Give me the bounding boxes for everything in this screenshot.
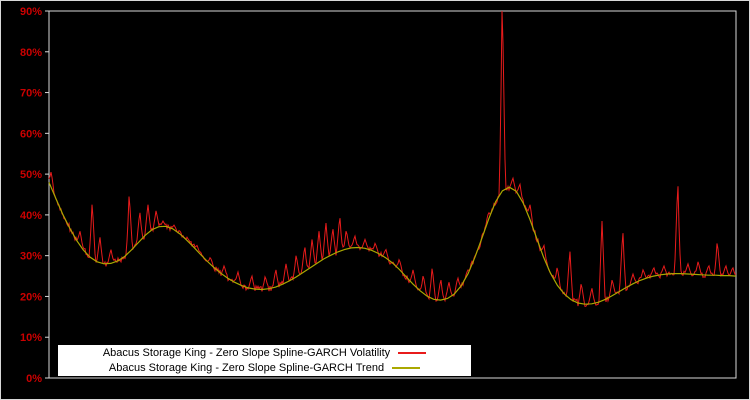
y-tick-label: 90% xyxy=(20,6,42,18)
legend-line-volatility-sample xyxy=(398,352,427,354)
legend-row-volatility: Abacus Storage King - Zero Slope Spline-… xyxy=(58,346,471,361)
y-tick-label: 70% xyxy=(20,88,42,100)
legend-label-trend: Abacus Storage King - Zero Slope Spline-… xyxy=(108,362,385,374)
legend-line-trend-sample xyxy=(392,367,421,369)
y-tick-label: 40% xyxy=(20,210,42,222)
y-tick-label: 80% xyxy=(20,47,42,59)
y-tick-label: 10% xyxy=(20,332,42,344)
volatility-series-line xyxy=(48,10,737,307)
y-tick-label: 0% xyxy=(26,373,42,385)
legend-label-volatility: Abacus Storage King - Zero Slope Spline-… xyxy=(102,347,391,359)
y-tick-label: 30% xyxy=(20,251,42,263)
trend-series-line xyxy=(48,182,737,305)
legend-row-trend: Abacus Storage King - Zero Slope Spline-… xyxy=(58,361,471,376)
plot-frame xyxy=(48,10,737,379)
legend: Abacus Storage King - Zero Slope Spline-… xyxy=(58,345,471,376)
y-tick-label: 60% xyxy=(20,128,42,140)
y-tick-label: 20% xyxy=(20,291,42,303)
y-tick-label: 50% xyxy=(20,169,42,181)
